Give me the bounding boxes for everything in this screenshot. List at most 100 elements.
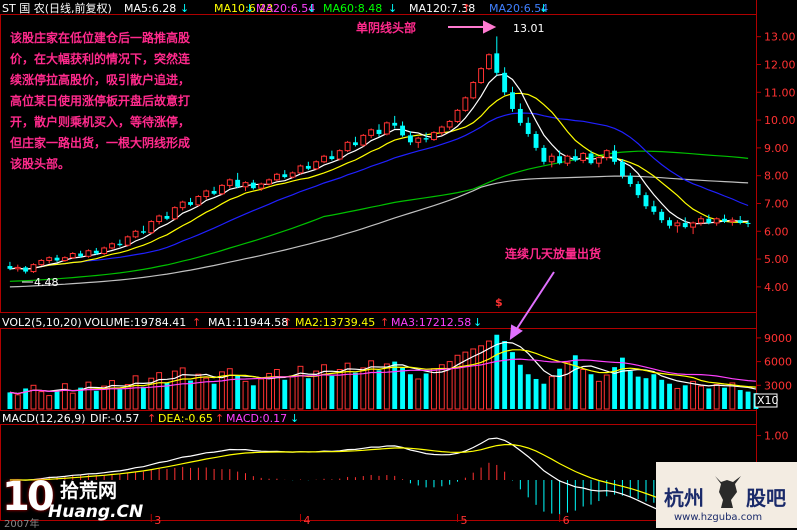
candle-body-up	[124, 236, 131, 246]
date-tick-label: 4	[303, 514, 310, 527]
macd-tick-label: 1.00	[764, 430, 789, 443]
top-annotation: 单阴线头部	[356, 20, 416, 35]
candle-body-down	[23, 267, 29, 272]
macd-dif: DIF:-0.57	[90, 412, 139, 425]
volume-bar-down	[392, 361, 398, 409]
volume-bar-up	[219, 371, 225, 410]
volume-bar-down	[722, 387, 727, 409]
volume-bar-down	[557, 368, 563, 409]
arrow-up-icon: ↑	[147, 412, 156, 425]
candle-body-down	[305, 165, 311, 169]
volume-bar-up	[203, 377, 210, 410]
volume-bar-up	[368, 360, 375, 410]
candle-body-up	[289, 172, 296, 178]
candle-body-down	[572, 156, 578, 161]
candle-body-up	[297, 165, 304, 174]
candle-body-up	[226, 179, 233, 186]
candle-body-up	[266, 179, 272, 185]
volume-scale-box: X10	[754, 393, 779, 408]
vol-name: VOL2(5,10,20)	[2, 316, 82, 329]
volume-bar-down	[643, 378, 649, 409]
volume-bar-up	[171, 370, 178, 410]
candle-body-down	[517, 108, 523, 123]
candle-body-up	[486, 54, 492, 70]
candle-body-up	[603, 150, 610, 159]
volume-bar-down	[517, 364, 523, 409]
volume-bar-down	[400, 367, 405, 409]
candle-body-up	[344, 141, 351, 152]
date-tick-label: 3	[154, 514, 161, 527]
candle-body-down	[329, 156, 335, 159]
candle-body-up	[336, 150, 343, 160]
price-tick-label: 7.00	[764, 197, 789, 210]
candle-body-up	[69, 253, 76, 259]
arrow-up-icon: ↑	[380, 316, 389, 329]
volume-bar-up	[595, 380, 602, 410]
year-label: 2007年	[4, 519, 40, 530]
volume-ma-lines	[9, 341, 757, 395]
price-tick-label: 13.00	[764, 31, 796, 44]
volume-bar-down	[23, 388, 29, 409]
arrow-down-icon: ↓	[290, 412, 299, 425]
arrow-up-icon: ↑	[215, 412, 224, 425]
candle-body-down	[423, 138, 429, 140]
volume-bar-up	[85, 381, 92, 410]
candle-body-down	[737, 220, 743, 223]
volume-bar-up	[470, 348, 477, 410]
candle-body-up	[729, 219, 736, 223]
candle-body-down	[140, 231, 146, 233]
candle-body-up	[156, 215, 163, 223]
peak-value-label: 13.01	[513, 22, 545, 35]
volume-bar-up	[486, 340, 492, 410]
volume-header: VOL2(5,10,20) VOLUME:19784.41 MA1:11944.…	[2, 316, 471, 329]
volume-bar-up	[462, 351, 469, 410]
candle-body-up	[674, 222, 681, 227]
volume-bar-up	[454, 354, 461, 410]
right-watermark: 杭州 股吧 www.hzguba.com	[656, 462, 797, 528]
candle-body-up	[321, 155, 327, 163]
volume-bar-down	[682, 385, 688, 409]
price-tick-label: 10.00	[764, 114, 796, 127]
volume-bar-up	[548, 376, 555, 410]
volume-bar-down	[235, 375, 241, 409]
candle-body-down	[353, 142, 358, 146]
candle-body-down	[7, 266, 13, 269]
annotation-line: 续涨停拉高股价，吸引散户追进，	[10, 72, 190, 87]
arrow-up-icon: ↑	[462, 2, 471, 15]
volume-arrow	[509, 271, 555, 341]
macd-axis-ticks: 1.00	[756, 430, 789, 443]
candle-body-up	[46, 257, 53, 261]
volume-bar-up	[132, 375, 139, 410]
volume-bar-down	[494, 334, 500, 409]
volume-bar-down	[510, 352, 515, 409]
ma120-line	[9, 175, 749, 288]
candle-body-down	[745, 222, 751, 224]
candle-body-down	[54, 257, 60, 261]
candle-body-down	[635, 184, 641, 196]
low-value-label: 4.48	[34, 276, 59, 289]
ma20-value: MA20:6.54	[256, 2, 315, 15]
volume-bar-up	[438, 364, 445, 410]
candle-body-up	[85, 250, 92, 257]
price-tick-label: 6.00	[764, 225, 789, 238]
candle-body-down	[93, 250, 99, 254]
price-gridlines	[756, 36, 761, 288]
vol-ma2: MA2:13739.45	[295, 316, 375, 329]
candle-body-down	[250, 182, 256, 189]
candle-body-up	[171, 207, 178, 220]
volume-bar-up	[297, 365, 304, 410]
annotation-line: 高位某日使用涨停板开盘后故意打	[10, 93, 190, 108]
bull-logo-icon	[711, 470, 743, 510]
volume-bar-down	[117, 389, 123, 409]
volume-bar-down	[651, 374, 657, 409]
right-watermark-name-b: 股吧	[746, 486, 786, 510]
volume-tick-label: 6000	[764, 356, 792, 369]
candle-body-down	[722, 218, 727, 222]
volume-ma10-line	[9, 349, 756, 395]
volume-bar-down	[282, 379, 288, 409]
volume-bar-down	[659, 379, 665, 409]
arrow-down-icon: ↓	[307, 2, 316, 15]
price-axis-ticks: 13.00 12.00 11.00 10.00 9.00 8.00 7.00 6.00 5.00…	[764, 31, 796, 294]
candle-body-up	[698, 218, 704, 224]
